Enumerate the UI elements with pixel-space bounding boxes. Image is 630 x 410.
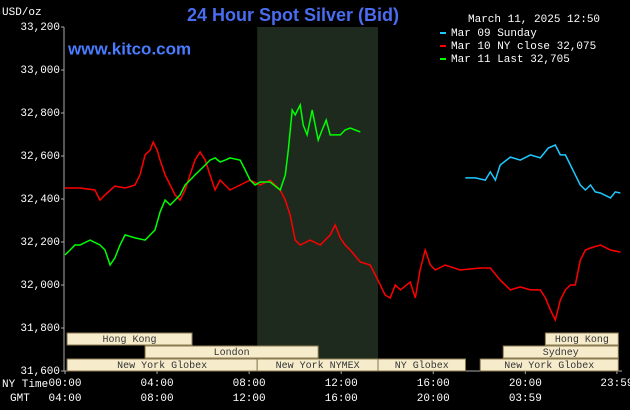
session-label: London [214, 347, 250, 359]
x-tick-label: 20:00 [509, 378, 542, 390]
y-tick-label: 31,600 [20, 366, 60, 378]
x-tick-label-gmt: 03:59 [509, 393, 542, 405]
x-tick-label-gmt: 12:00 [233, 393, 266, 405]
timestamp: March 11, 2025 12:50 [468, 14, 600, 26]
session-label: Hong Kong [555, 335, 609, 346]
x-axis-label: GMT [10, 393, 30, 405]
y-tick-label: 32,800 [20, 108, 60, 120]
session-label: NY Globex [395, 360, 449, 372]
session-label: Hong Kong [103, 335, 157, 346]
series-line [65, 140, 621, 323]
x-axis-label: NY Time [2, 379, 48, 391]
x-tick-label: 08:00 [233, 378, 266, 390]
x-tick-label: 12:00 [325, 378, 358, 390]
x-tick-label: 16:00 [417, 378, 450, 390]
y-tick-label: 32,400 [20, 194, 60, 206]
y-tick-label: 32,000 [20, 280, 60, 292]
x-tick-label-gmt: 08:00 [141, 393, 174, 405]
session-label: Sydney [543, 347, 579, 359]
session-bar [544, 332, 619, 346]
x-tick-label-gmt: 20:00 [417, 393, 450, 405]
legend-label: Mar 10 NY close 32,075 [451, 41, 596, 53]
session-label: New York NYMEX [276, 360, 360, 372]
x-tick-label-gmt: 04:00 [48, 393, 81, 405]
y-tick-label: 32,600 [20, 151, 60, 163]
legend-label: Mar 09 Sunday [451, 28, 537, 40]
y-tick-label: 32,200 [20, 237, 60, 249]
session-bar [66, 332, 193, 346]
y-tick-label: 31,800 [20, 323, 60, 335]
session-band [257, 27, 379, 371]
series-line [465, 144, 621, 199]
session-bar [377, 358, 466, 372]
session-label: New York Globex [504, 360, 594, 372]
x-tick-label-gmt: 16:00 [325, 393, 358, 405]
x-tick-label: 04:00 [141, 378, 174, 390]
session-label: New York Globex [117, 360, 207, 372]
session-bar [144, 345, 319, 359]
site-label: www.kitco.com [67, 39, 191, 58]
legend-label: Mar 11 Last 32,705 [451, 54, 570, 66]
y-tick-label: 33,000 [20, 65, 60, 77]
y-axis-label: USD/oz [2, 7, 42, 19]
session-bar [479, 358, 619, 372]
x-tick-label: 23:59 [600, 378, 630, 390]
session-bar [502, 345, 619, 359]
series-line [64, 102, 361, 267]
y-tick-label: 33,200 [20, 22, 60, 34]
x-tick-label: 00:00 [48, 378, 81, 390]
chart-title: 24 Hour Spot Silver (Bid) [187, 5, 399, 25]
